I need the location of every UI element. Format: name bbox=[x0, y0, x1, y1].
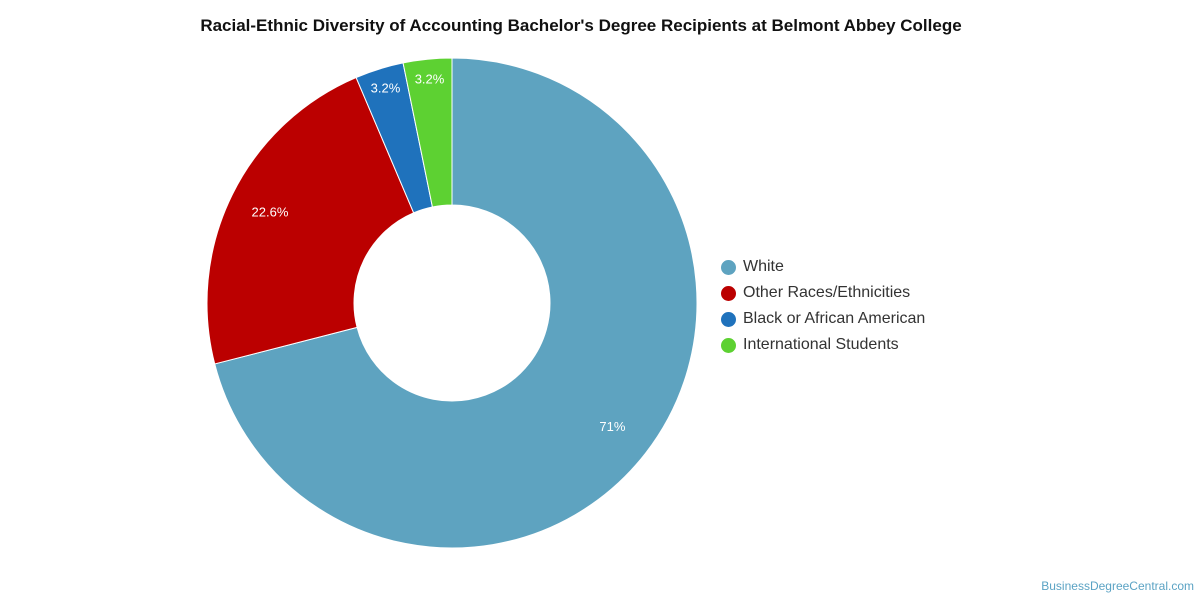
data-label-international: 3.2% bbox=[415, 72, 445, 87]
legend-swatch-international bbox=[721, 337, 736, 353]
data-label-black: 3.2% bbox=[371, 81, 401, 96]
legend-item-black[interactable]: Black or African American bbox=[721, 306, 925, 332]
legend-label-other-races: Other Races/Ethnicities bbox=[743, 284, 911, 301]
legend-item-white[interactable]: White bbox=[721, 254, 925, 280]
legend-item-other-races[interactable]: Other Races/Ethnicities bbox=[721, 280, 925, 306]
legend-swatch-white bbox=[721, 259, 736, 275]
legend-label-black: Black or African American bbox=[743, 310, 926, 327]
data-label-white: 71% bbox=[599, 419, 625, 434]
chart-title: Racial-Ethnic Diversity of Accounting Ba… bbox=[200, 16, 962, 35]
legend-swatch-other-races bbox=[721, 285, 736, 301]
watermark[interactable]: BusinessDegreeCentral.com bbox=[1041, 579, 1194, 593]
slice-other-races[interactable] bbox=[206, 76, 415, 365]
chart-legend: White Other Races/Ethnicities Black or A… bbox=[721, 254, 925, 358]
legend-item-international[interactable]: International Students bbox=[721, 332, 925, 358]
legend-swatch-black bbox=[721, 311, 736, 327]
legend-label-white: White bbox=[743, 258, 784, 275]
slice-international[interactable] bbox=[402, 57, 453, 208]
slice-white[interactable] bbox=[214, 57, 698, 549]
data-label-other-races: 22.6% bbox=[252, 205, 289, 220]
legend-label-international: International Students bbox=[743, 336, 899, 353]
